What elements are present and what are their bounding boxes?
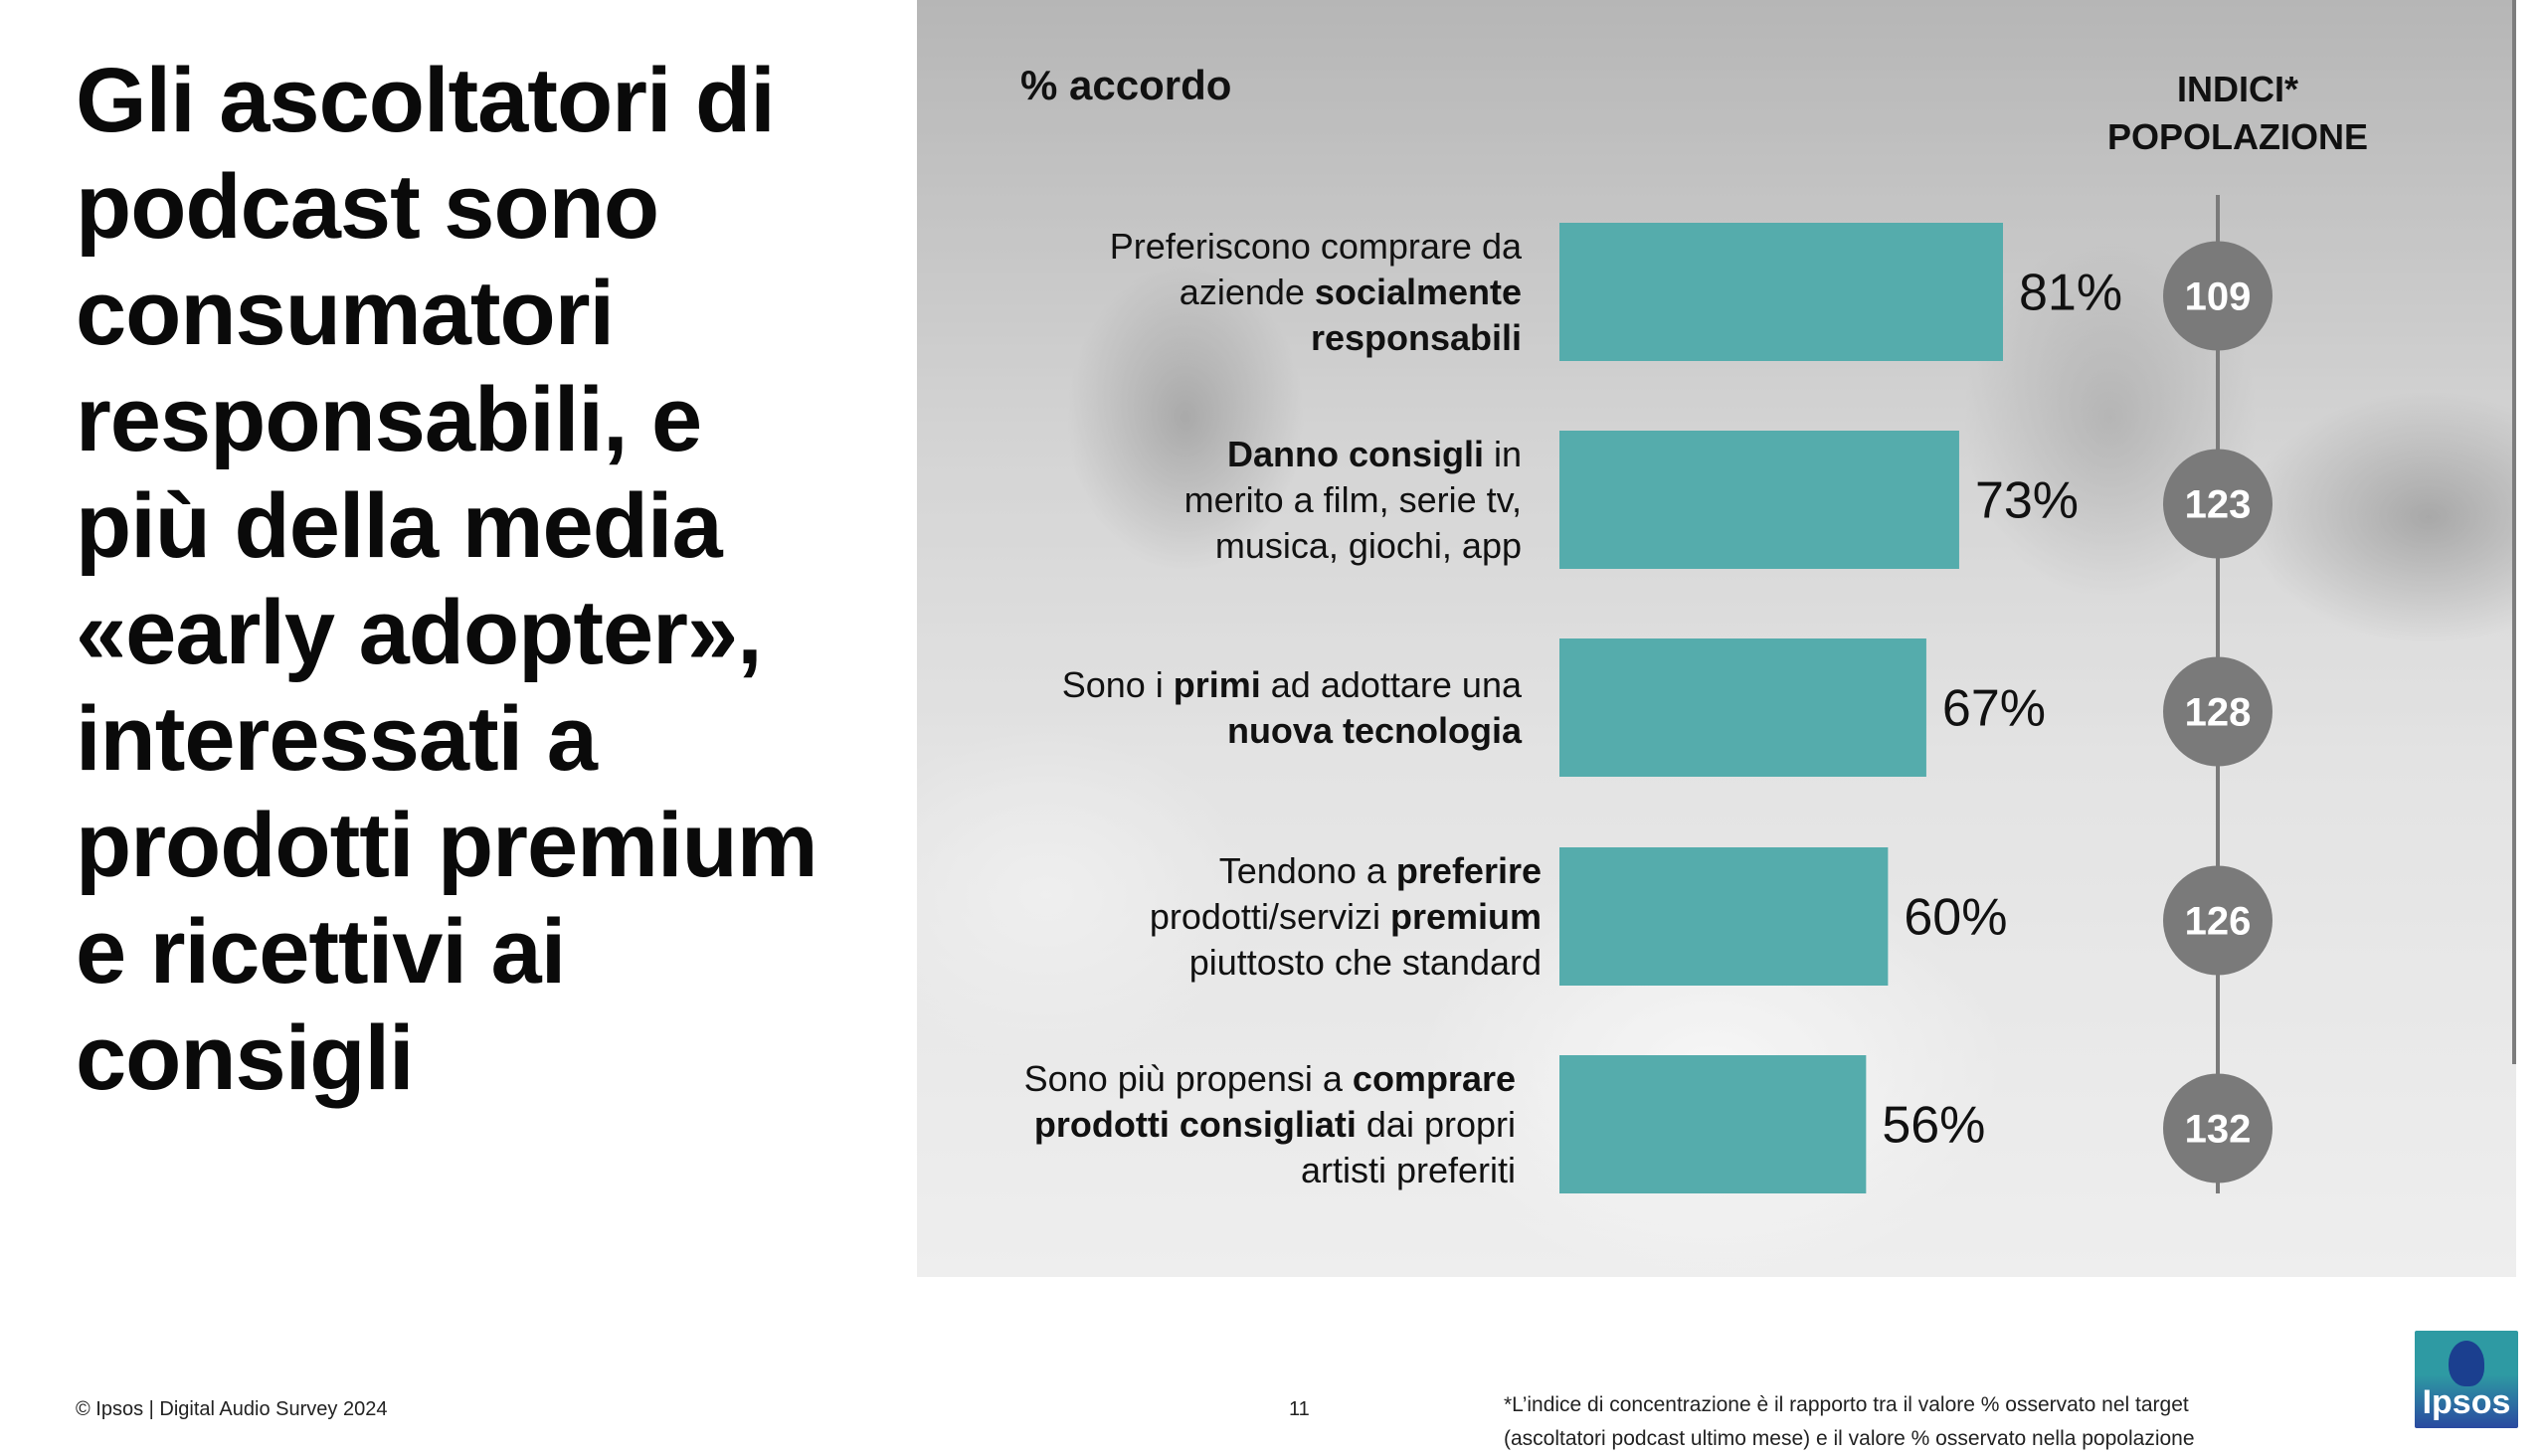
category-label: Sono i primi ad adottare una nuova tecnol… [1061, 663, 1522, 751]
bar [1559, 223, 2003, 361]
index-value: 132 [2185, 1108, 2252, 1152]
footnote-line-2: (ascoltatori podcast ultimo mese) e il v… [1504, 1427, 2195, 1450]
index-value: 123 [2185, 483, 2252, 527]
value-label: 60% [1904, 889, 2007, 947]
page-number: 11 [1289, 1398, 1310, 1420]
index-header-line-1: INDICI* [2176, 69, 2298, 109]
category-label: Sono più propensi a comprare prodotti con… [1023, 1057, 1516, 1190]
index-circle [2163, 449, 2273, 559]
value-label: 73% [1975, 472, 2079, 530]
logo-text: Ipsos [2422, 1383, 2511, 1421]
index-column-header: INDICI* POPOLAZIONE [2079, 66, 2397, 161]
index-circle [2163, 241, 2273, 351]
value-label: 67% [1942, 680, 2046, 738]
chart-caption: % accordo [1020, 62, 1232, 108]
bar [1559, 638, 1926, 777]
index-value: 126 [2185, 900, 2252, 944]
index-header-line-2: POPOLAZIONE [2106, 116, 2369, 157]
ipsos-logo: Ipsos [2415, 1331, 2518, 1428]
footnote-line-1: *L’indice di concentrazione è il rapport… [1504, 1393, 2189, 1416]
footnote: *L’indice di concentrazione è il rapport… [1504, 1388, 2195, 1456]
index-circle [2163, 1073, 2273, 1183]
index-value: 128 [2185, 691, 2252, 735]
category-label: Tendono a preferire prodotti/servizi prem… [1149, 849, 1542, 983]
index-circle [2163, 656, 2273, 767]
bar [1559, 847, 1889, 986]
copyright-footer: © Ipsos | Digital Audio Survey 2024 [76, 1398, 388, 1420]
category-label: Danno consigli in merito a film, serie tv… [1183, 433, 1522, 566]
category-label: Preferiscono comprare da aziende socialme… [1109, 225, 1522, 358]
bar [1559, 431, 1959, 569]
bar [1559, 1055, 1867, 1193]
index-value: 109 [2185, 275, 2252, 319]
value-label: 56% [1882, 1097, 1985, 1155]
index-circle [2163, 865, 2273, 976]
panel-edge-divider [2512, 0, 2516, 1064]
logo-head-icon [2449, 1341, 2484, 1386]
value-label: 81% [2019, 265, 2122, 322]
headline: Gli ascoltatori di podcast sono consumat… [76, 50, 818, 1109]
